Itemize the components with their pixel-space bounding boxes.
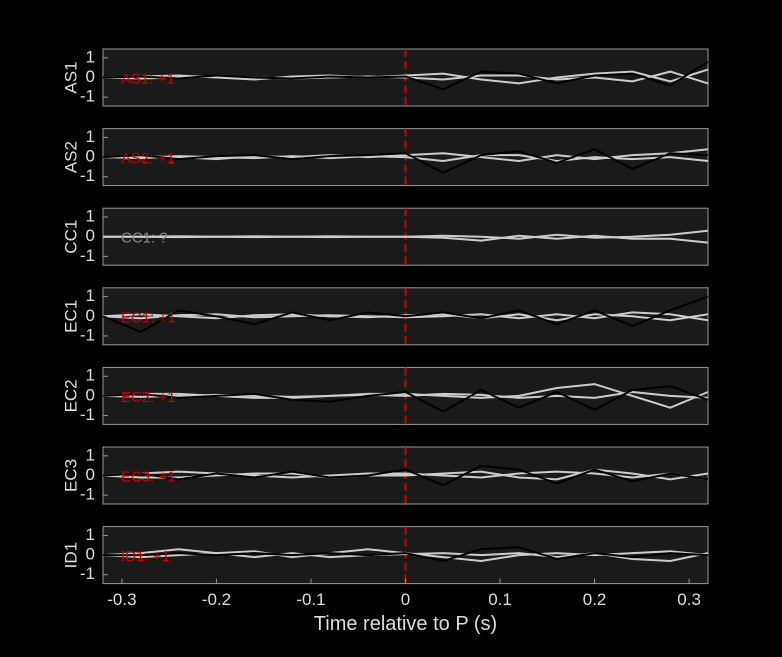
y-tick-label: 0 <box>86 545 95 564</box>
y-tick-label: 1 <box>86 286 95 305</box>
y-tick-label: 0 <box>86 67 95 86</box>
waveform <box>102 390 709 399</box>
y-tick-label: 0 <box>86 147 95 166</box>
waveform <box>102 464 709 487</box>
y-tick-label: -1 <box>80 405 95 424</box>
y-tick-label: -1 <box>80 166 95 185</box>
y-tick-label: 0 <box>86 306 95 325</box>
waveform <box>102 385 709 413</box>
y-tick-label: -1 <box>80 564 95 583</box>
annotation: AS1: +1 <box>121 70 175 87</box>
y-tick-label: 1 <box>86 127 95 146</box>
x-axis-label: Time relative to P (s) <box>314 613 497 635</box>
y-axis-label: EC1 <box>61 300 80 333</box>
annotation: EC1: +1 <box>121 309 176 326</box>
waveform <box>103 234 709 244</box>
y-tick-label: 1 <box>86 47 95 66</box>
y-tick-label: 0 <box>86 465 95 484</box>
waveform <box>102 148 709 174</box>
waveform <box>102 60 709 91</box>
y-axis-label: AS1 <box>61 61 80 93</box>
y-axis-label: CC1 <box>61 220 80 254</box>
x-tick-label: 0.2 <box>583 590 607 609</box>
y-tick-label: -1 <box>80 485 95 504</box>
y-tick-label: 1 <box>86 366 95 385</box>
x-tick-label: -0.2 <box>202 590 231 609</box>
y-tick-label: -1 <box>80 325 95 344</box>
annotation: ID1: +1 <box>121 548 170 565</box>
waveform <box>102 470 709 481</box>
x-tick-label: 0.1 <box>488 590 512 609</box>
y-tick-label: 1 <box>86 445 95 464</box>
annotation: AS2: +1 <box>121 150 175 167</box>
x-tick-label: 0.3 <box>677 590 701 609</box>
y-axis-label: EC3 <box>61 459 80 492</box>
y-axis-label: ID1 <box>61 542 80 568</box>
y-axis-label: AS2 <box>61 141 80 173</box>
waveform <box>103 546 709 563</box>
y-tick-label: -1 <box>80 87 95 106</box>
waveform <box>102 295 709 334</box>
y-tick-label: 0 <box>86 385 95 404</box>
annotation: CC1: ? <box>121 230 168 247</box>
y-tick-label: -1 <box>80 246 95 265</box>
y-axis-label: EC2 <box>61 379 80 412</box>
x-tick-label: -0.3 <box>107 590 136 609</box>
y-tick-label: 1 <box>86 525 95 544</box>
annotation: EC2: +1 <box>121 389 176 406</box>
y-tick-label: 0 <box>86 226 95 245</box>
annotation: EC3: +1 <box>121 468 176 485</box>
x-tick-label: -0.1 <box>296 590 325 609</box>
y-tick-label: 1 <box>86 207 95 226</box>
x-tick-label: 0 <box>401 590 410 609</box>
